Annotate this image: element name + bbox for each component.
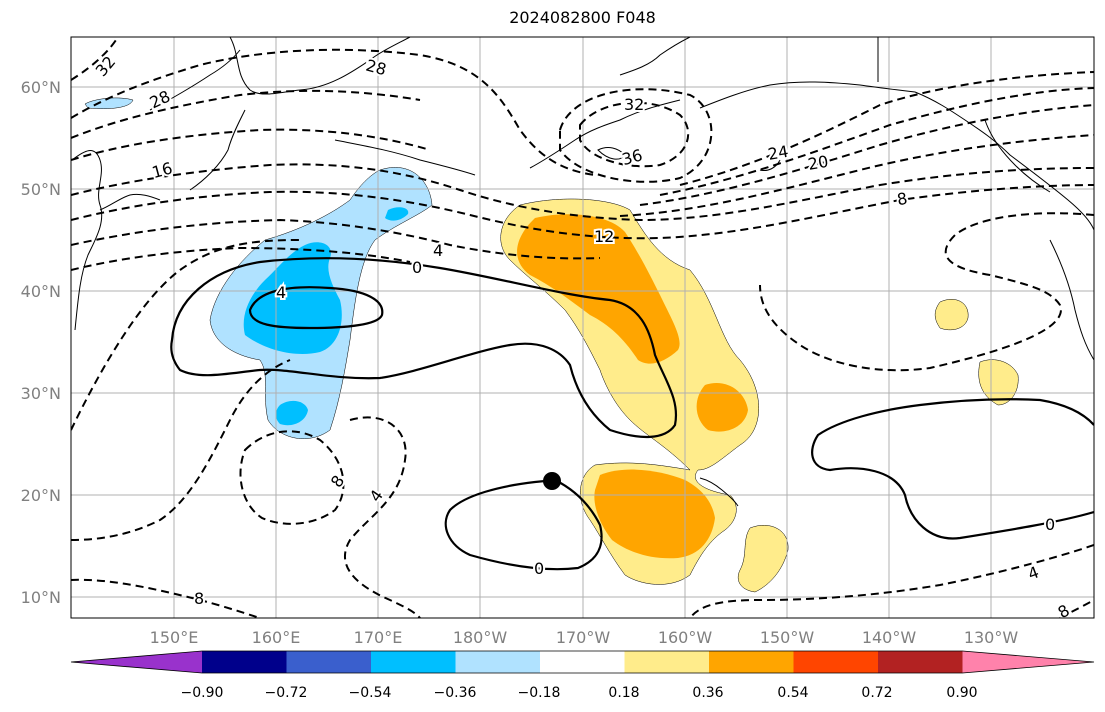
colorbar-segment — [878, 651, 963, 673]
graticule — [71, 37, 1094, 618]
map-area: 32 28 28 16 12 8 4 32 36 24 20 8 8 4 8 4… — [71, 37, 1094, 618]
longitude-labels: 150°E 160°E 170°E 180°W 170°W 160°W 150°… — [150, 628, 1019, 647]
colorbar-extend-high — [962, 651, 1094, 673]
colorbar-segment — [793, 651, 879, 673]
lat-label: 10°N — [21, 588, 61, 607]
contour-label: 0 — [412, 258, 422, 277]
colorbar-tick-label: −0.90 — [181, 685, 224, 701]
colorbar-segment — [540, 651, 625, 673]
colorbar-segment — [709, 651, 794, 673]
contour-label: 4 — [433, 241, 443, 260]
lon-label: 170°W — [556, 628, 611, 647]
colorbar-segment — [624, 651, 710, 673]
colorbar-tick-label: 0.18 — [608, 685, 639, 701]
colorbar-tick-label: 0.36 — [692, 685, 723, 701]
lon-label: 160°E — [252, 628, 301, 647]
lon-label: 170°E — [354, 628, 403, 647]
colorbar-segment — [455, 651, 541, 673]
colorbar-segment — [202, 651, 287, 673]
lon-label: 160°W — [658, 628, 713, 647]
lat-label: 20°N — [21, 486, 61, 505]
colorbar-tick-label: −0.54 — [349, 685, 392, 701]
location-marker — [543, 472, 561, 490]
colorbar-segment — [286, 651, 372, 673]
coastlines — [71, 37, 1094, 507]
contour-label: 24 — [766, 142, 789, 164]
colorbar-tick-label: 0.54 — [777, 685, 808, 701]
map-title: 2024082800 F048 — [509, 8, 656, 27]
lat-label: 40°N — [21, 282, 61, 301]
contour-label: 12 — [594, 227, 614, 246]
lon-label: 130°W — [964, 628, 1019, 647]
colorbar-tick-labels: −0.90 −0.72 −0.54 −0.36 −0.18 0.18 0.36 … — [181, 685, 978, 701]
map-frame — [70, 36, 1095, 619]
colorbar-tick-label: 0.72 — [861, 685, 892, 701]
lon-label: 180°W — [453, 628, 508, 647]
lon-label: 150°E — [150, 628, 199, 647]
colorbar-tick-label: −0.18 — [518, 685, 561, 701]
colorbar-outline — [70, 650, 1095, 674]
colorbar-tick-label: −0.36 — [434, 685, 477, 701]
colorbar-tick-label: 0.90 — [946, 685, 977, 701]
lon-label: 140°W — [862, 628, 917, 647]
contour-label: 4 — [276, 283, 286, 302]
contour-label: 20 — [806, 152, 829, 174]
contour-label: 0 — [534, 559, 544, 578]
dashed-contours — [71, 37, 1094, 618]
colorbar-segment — [371, 651, 456, 673]
colorbar — [70, 650, 1095, 674]
lat-label: 30°N — [21, 384, 61, 403]
colorbar-tick-label: −0.72 — [265, 685, 308, 701]
latitude-labels: 60°N 50°N 40°N 30°N 20°N 10°N — [21, 78, 61, 607]
lat-label: 50°N — [21, 180, 61, 199]
solid-contours — [170, 257, 1094, 571]
contour-label: 0 — [1045, 515, 1055, 534]
lat-label: 60°N — [21, 78, 61, 97]
lon-label: 150°W — [760, 628, 815, 647]
contour-label: 8 — [194, 589, 204, 608]
contour-label: 32 — [624, 95, 644, 114]
colorbar-extend-low — [71, 651, 202, 673]
